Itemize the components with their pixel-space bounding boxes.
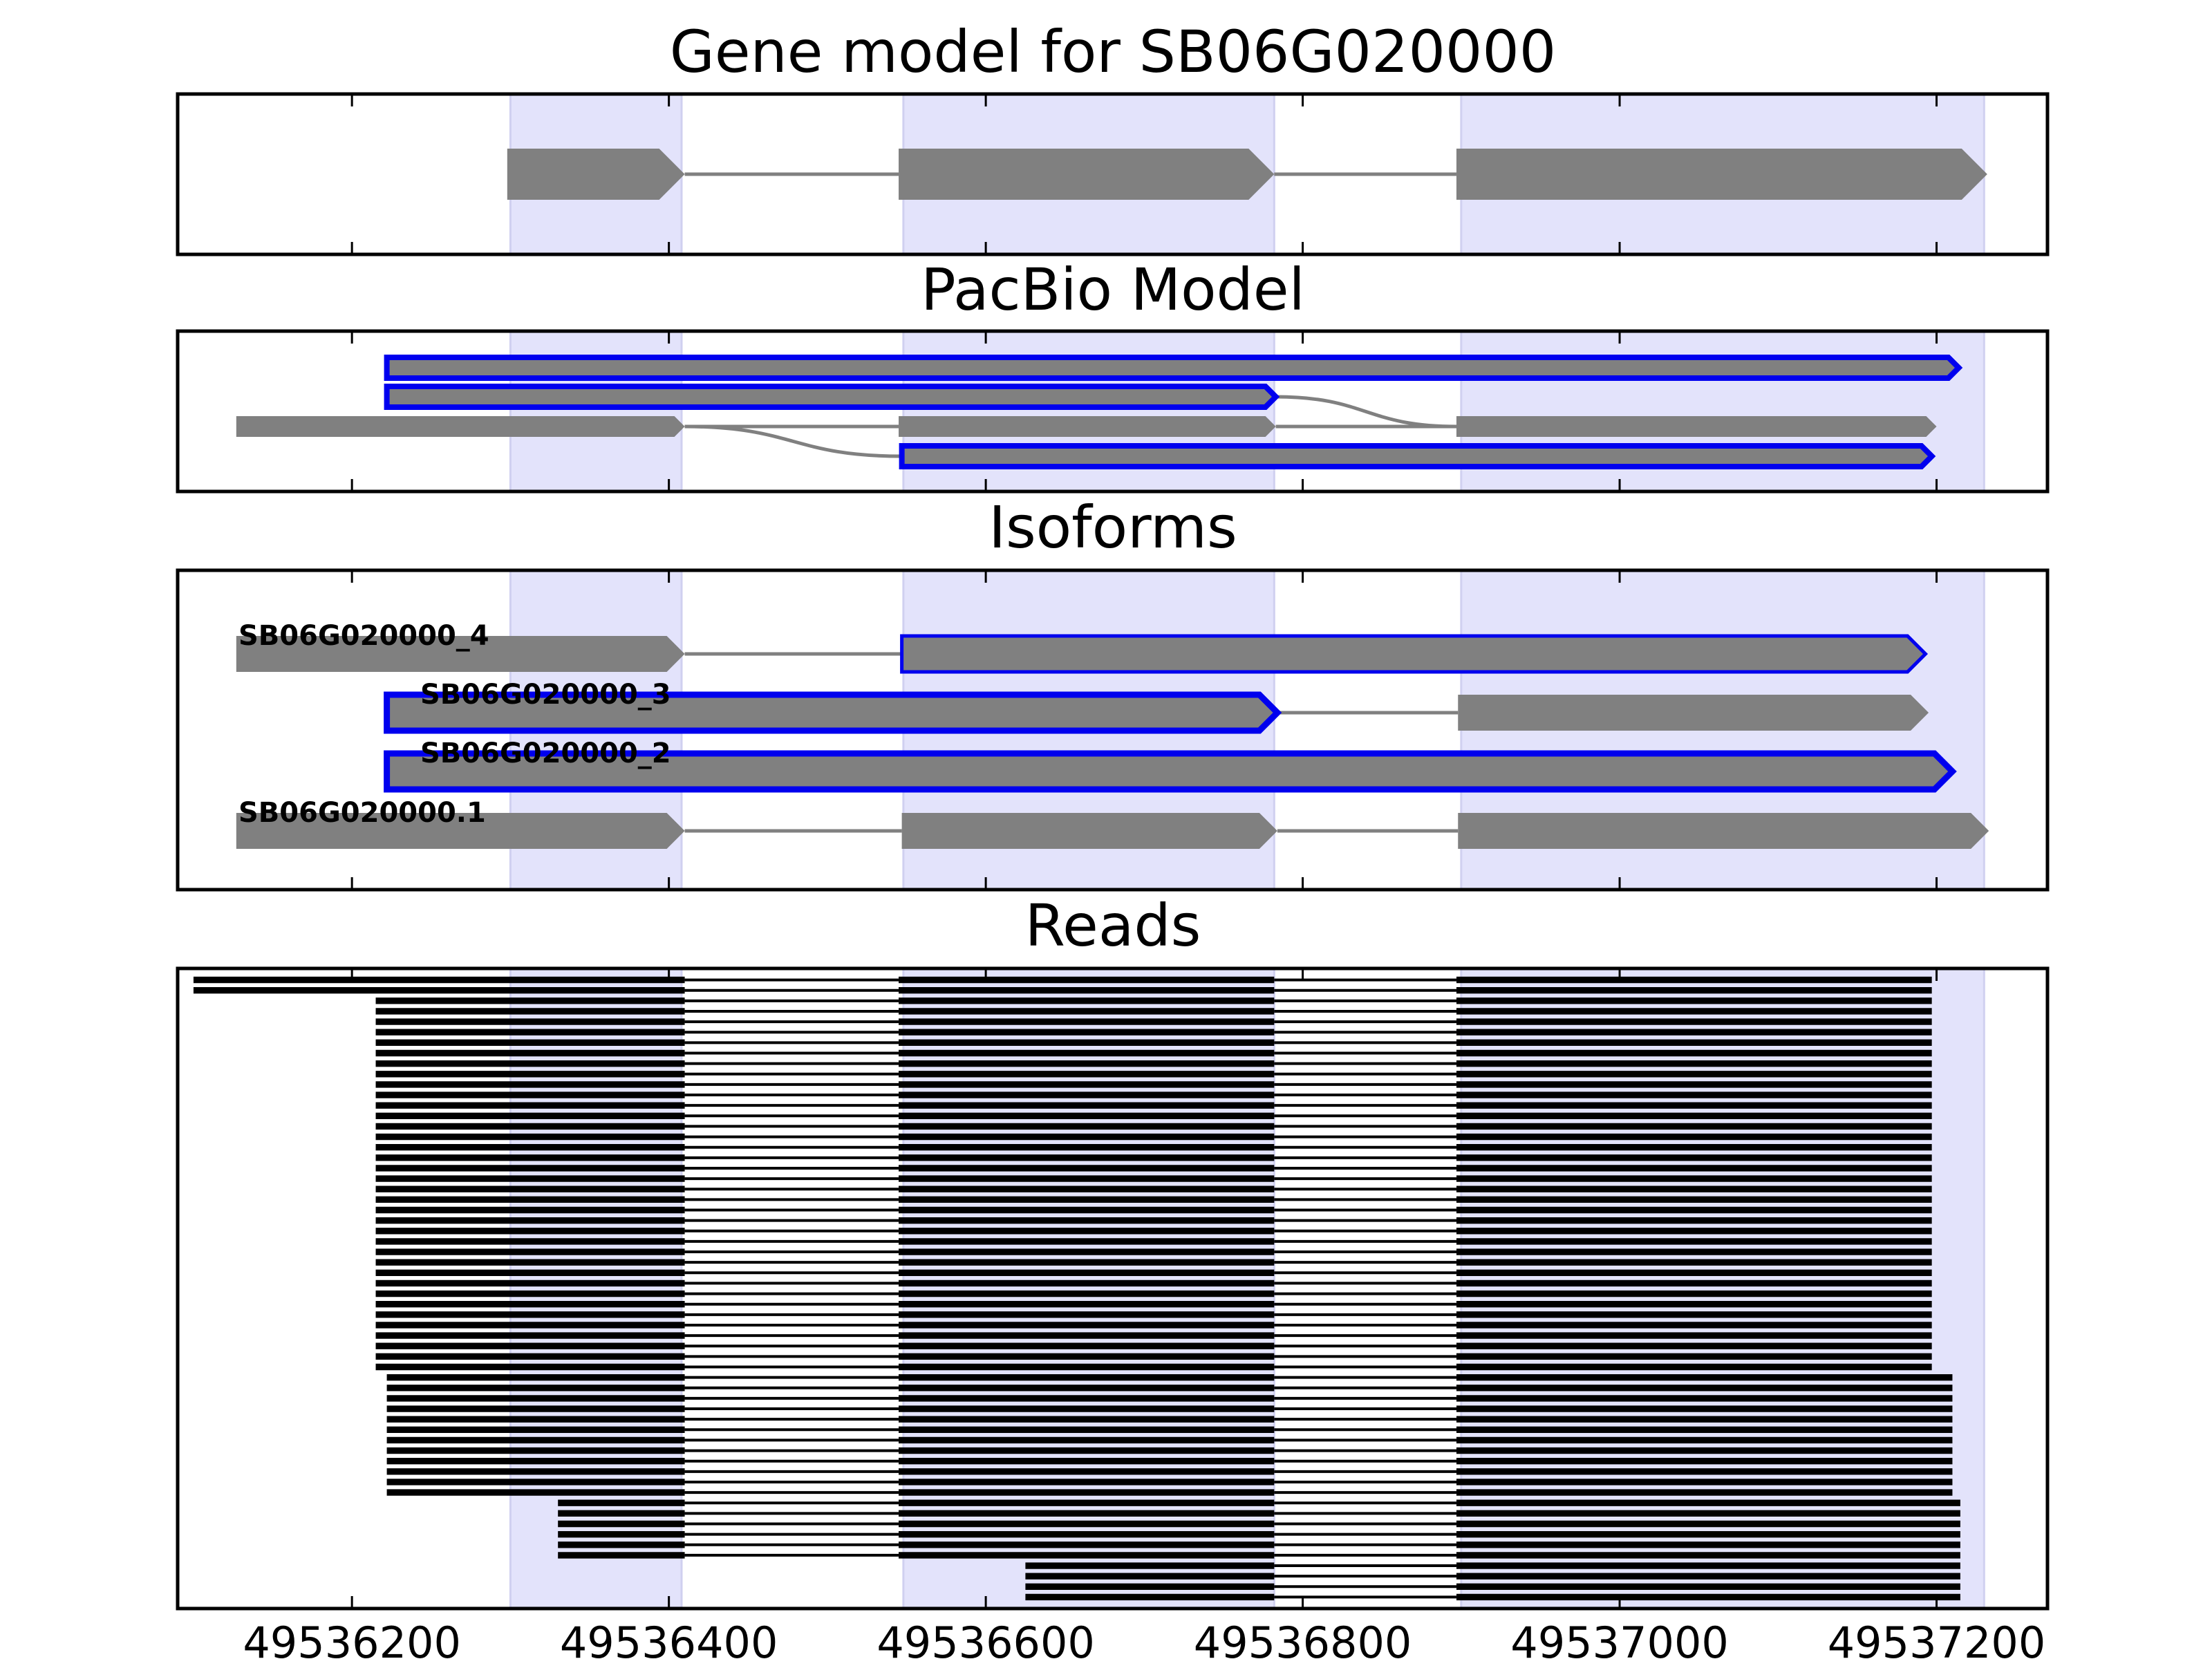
pacbio-junction-curve-1 [1275, 395, 1456, 429]
pacbio-row-1-exon-1 [384, 355, 1963, 381]
gene-model-exon-1 [507, 149, 685, 200]
isoform-label-1: SB06G020000_4 [238, 620, 489, 652]
isoform-label-3: SB06G020000_2 [420, 738, 671, 769]
x-axis-tick-labels: 49536200 49536400 49536600 49536800 49537000… [243, 1618, 2045, 1659]
pacbio-row-2-exon-1 [384, 384, 1280, 410]
isoform-2-exon-1 [384, 691, 1282, 734]
x-tick-label-2: 49536400 [560, 1618, 778, 1659]
gene-model-frame [176, 92, 2050, 256]
isoform-1-exon-2 [900, 634, 1929, 674]
pacbio-junction-curve-2 [684, 424, 902, 458]
pacbio-model-features [236, 355, 1963, 469]
gene-model-panel [176, 92, 2050, 256]
reads-title: Reads [1025, 892, 1201, 959]
isoform-label-4: SB06G020000.1 [238, 797, 486, 829]
isoform-4-exon-3 [1458, 813, 1989, 849]
pacbio-model-ticks [350, 331, 1938, 491]
pacbio-model-frame [176, 329, 2050, 494]
isoform-4-exon-1 [236, 813, 685, 849]
reads-ticks [350, 968, 1938, 1609]
isoform-label-2: SB06G020000_3 [420, 679, 671, 711]
x-tick-label-3: 49536600 [877, 1618, 1095, 1659]
gene-model-exon-2 [899, 149, 1275, 200]
isoform-1-exon-1 [236, 636, 685, 672]
isoforms-frame [176, 568, 2050, 892]
x-tick-label-5: 49537000 [1510, 1618, 1729, 1659]
isoforms-title: Isoforms [988, 494, 1237, 561]
isoforms-features [236, 634, 1989, 849]
gene-model-features [507, 149, 1987, 200]
isoforms-panel: SB06G020000_4 SB06G020000_3 SB06G020000_2 S… [176, 568, 2050, 892]
isoforms-labels: SB06G020000_4 SB06G020000_3 SB06G020000_2 S… [238, 620, 671, 829]
pacbio-row-4-exon-1 [899, 443, 1936, 469]
gene-model-exon-3 [1456, 149, 1987, 200]
isoform-3-exon-1 [384, 750, 1957, 793]
x-tick-label-6: 49537200 [1828, 1618, 2046, 1659]
gene-model-title: Gene model for SB06G020000 [670, 18, 1556, 86]
reads-features [193, 976, 1960, 1601]
reads-frame [176, 966, 2050, 1611]
isoform-2-exon-2 [1458, 695, 1929, 731]
pacbio-model-title: PacBio Model [921, 256, 1305, 324]
isoforms-ticks [350, 570, 1938, 890]
pacbio-row-3-exon-3 [1456, 416, 1937, 437]
pacbio-model-panel [176, 329, 2050, 494]
pacbio-row-3-exon-1 [236, 416, 685, 437]
isoform-4-exon-2 [901, 813, 1277, 849]
pacbio-row-3-exon-2 [899, 416, 1276, 437]
x-tick-label-4: 49536800 [1194, 1618, 1412, 1659]
gene-model-ticks [350, 94, 1938, 254]
reads-panel: 49536200 49536400 49536600 49536800 49537000… [176, 966, 2050, 1659]
x-tick-label-1: 49536200 [243, 1618, 461, 1659]
